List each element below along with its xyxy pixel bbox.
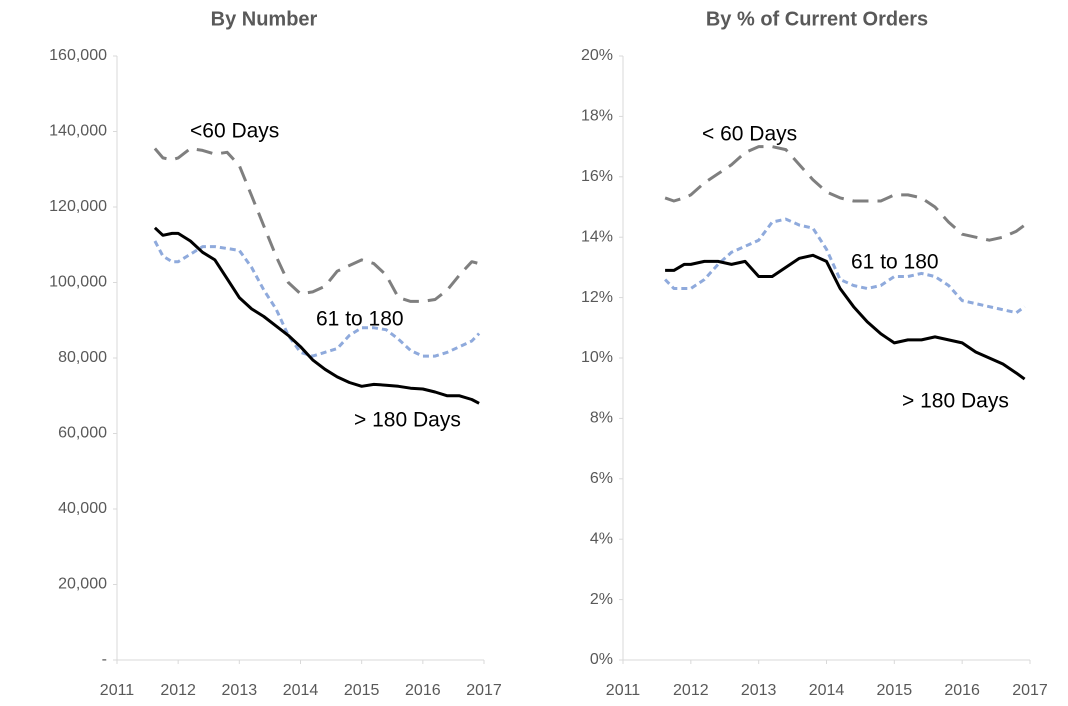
line-series <box>153 240 481 358</box>
line-series <box>664 217 1026 315</box>
y-tick-label: 100,000 <box>49 274 107 291</box>
x-tick-label: 2011 <box>100 682 135 699</box>
y-tick-label: - <box>102 651 107 668</box>
series-label: < 60 Days <box>702 123 797 146</box>
y-tick-label: 20,000 <box>58 576 107 593</box>
y-tick-label: 18% <box>581 108 613 125</box>
x-tick-label: 2015 <box>344 682 380 699</box>
y-tick-label: 16% <box>581 168 613 185</box>
y-tick-label: 120,000 <box>49 198 107 215</box>
x-tick-label: 2013 <box>222 682 258 699</box>
y-tick-label: 2% <box>590 591 613 608</box>
x-tick-label: 2017 <box>466 682 502 699</box>
chart-title: By % of Current Orders <box>706 8 928 30</box>
x-tick-label: 2014 <box>809 682 845 699</box>
y-tick-label: 0% <box>590 651 613 668</box>
x-tick-label: 2013 <box>741 682 777 699</box>
y-tick-label: 6% <box>590 470 613 487</box>
y-tick-label: 160,000 <box>49 47 107 64</box>
x-tick-label: 2016 <box>944 682 980 699</box>
y-tick-label: 4% <box>590 530 613 547</box>
line-series <box>665 253 1026 381</box>
y-tick-label: 8% <box>590 410 613 427</box>
y-tick-label: 140,000 <box>49 123 107 140</box>
x-tick-label: 2014 <box>283 682 319 699</box>
line-series <box>153 147 480 303</box>
line-series <box>664 145 1026 242</box>
y-tick-label: 10% <box>581 349 613 366</box>
series-label: 61 to 180 <box>316 308 404 331</box>
x-tick-label: 2011 <box>606 682 641 699</box>
y-tick-label: 12% <box>581 289 613 306</box>
x-tick-label: 2016 <box>405 682 441 699</box>
y-tick-label: 80,000 <box>58 349 107 366</box>
series-label: 61 to 180 <box>851 251 939 274</box>
series-label: > 180 Days <box>354 409 461 432</box>
x-tick-label: 2015 <box>877 682 913 699</box>
line-series <box>153 226 480 405</box>
y-tick-label: 40,000 <box>58 500 107 517</box>
y-tick-label: 20% <box>581 47 613 64</box>
series-label: > 180 Days <box>902 390 1009 413</box>
y-tick-label: 60,000 <box>58 425 107 442</box>
x-tick-label: 2012 <box>160 682 196 699</box>
x-tick-label: 2012 <box>673 682 709 699</box>
x-tick-label: 2017 <box>1012 682 1048 699</box>
y-tick-label: 14% <box>581 228 613 245</box>
chart-title: By Number <box>211 8 318 30</box>
series-label: <60 Days <box>190 120 279 143</box>
